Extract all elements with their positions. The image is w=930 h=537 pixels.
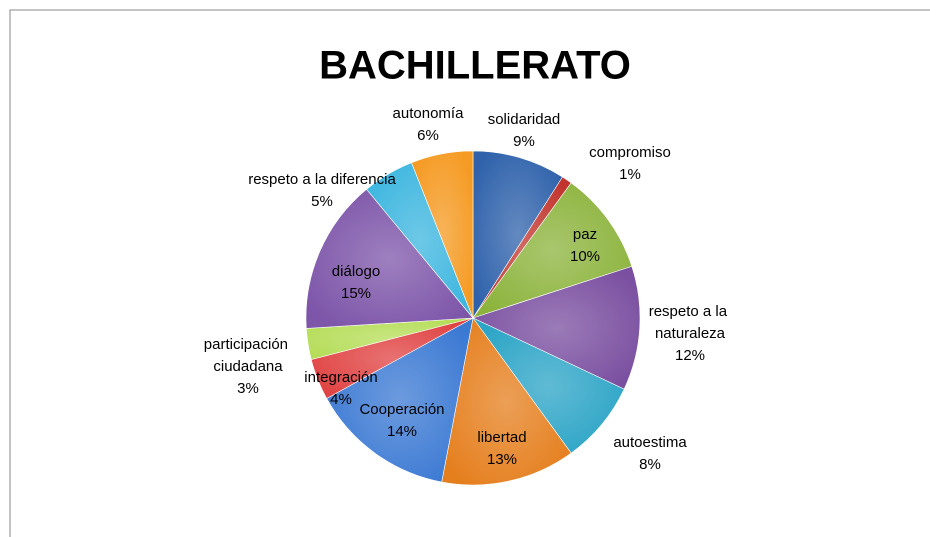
pie-slice xyxy=(326,317,474,483)
slice-percent: 8% xyxy=(639,456,661,473)
pie-slice xyxy=(305,188,474,329)
chart-title: BACHILLERATO xyxy=(319,44,631,88)
pie-slice xyxy=(472,266,641,390)
slice-percent: 15% xyxy=(341,285,371,302)
slice-percent: 9% xyxy=(513,133,535,150)
slice-label: autoestima xyxy=(613,434,687,451)
slice-label: solidaridad xyxy=(488,111,561,128)
slice-percent: 13% xyxy=(487,451,517,468)
slice-percent: 5% xyxy=(311,193,333,210)
slice-label: respeto a la diferencia xyxy=(248,171,396,188)
slice-percent: 6% xyxy=(417,127,439,144)
slice-label: Cooperación xyxy=(359,401,444,418)
slice-label: participación ciudadana xyxy=(204,336,292,375)
pie-slice xyxy=(441,317,572,486)
slice-label: paz xyxy=(573,226,597,243)
slice-percent: 4% xyxy=(330,391,352,408)
slice-percent: 10% xyxy=(570,248,600,265)
slice-label: integración xyxy=(304,369,377,386)
slice-percent: 3% xyxy=(237,380,259,397)
slice-label: libertad xyxy=(477,429,526,446)
slice-label: diálogo xyxy=(332,263,380,280)
slice-label: respeto a la naturaleza xyxy=(649,303,732,342)
label-line: ciudadana xyxy=(213,358,283,375)
label-line: naturaleza xyxy=(655,325,726,342)
label-line: participación xyxy=(204,336,292,353)
pie-slice xyxy=(472,150,563,320)
pie-slice xyxy=(411,150,474,319)
pie-slice xyxy=(472,182,633,319)
slice-percent: 1% xyxy=(619,166,641,183)
slice-percent: 12% xyxy=(675,347,705,364)
slice-label: autonomía xyxy=(393,105,465,122)
slice-label: compromiso xyxy=(589,144,671,161)
slice-percent: 14% xyxy=(387,423,417,440)
label-line: respeto a la xyxy=(649,303,732,320)
